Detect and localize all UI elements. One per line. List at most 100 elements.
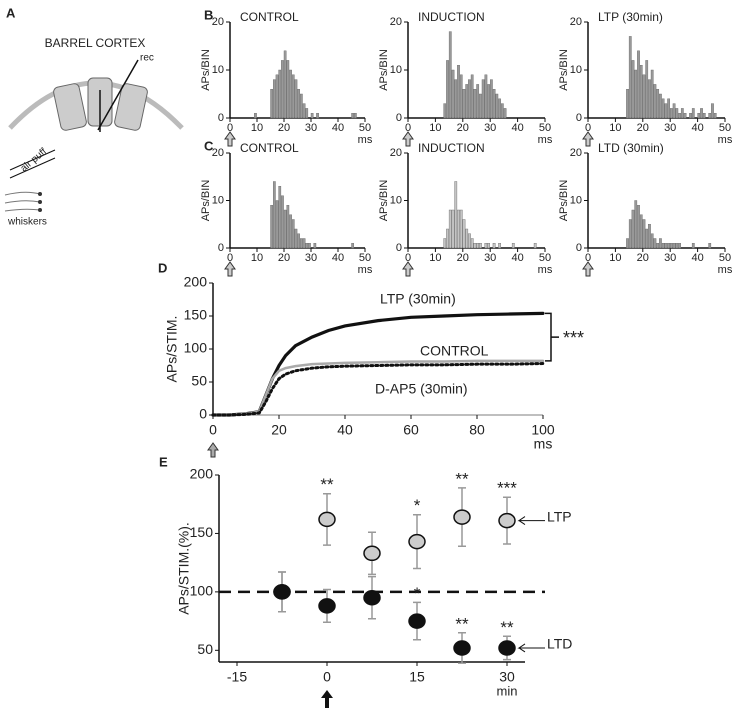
y-axis-label: APs/STIM.(%). — [176, 522, 192, 615]
bar — [470, 74, 474, 119]
x-tick-label: 10 — [609, 122, 621, 134]
bar — [454, 181, 458, 249]
x-tick-label: 10 — [429, 252, 441, 264]
bar — [664, 243, 668, 249]
bar — [286, 60, 290, 119]
bracket — [545, 312, 559, 362]
x-tick-label: 40 — [691, 122, 703, 134]
bar — [294, 79, 298, 119]
x-tick-label: 20 — [278, 252, 290, 264]
bar — [479, 93, 482, 119]
bar — [254, 112, 257, 119]
bar — [708, 112, 712, 119]
bar — [459, 74, 463, 119]
bar — [653, 84, 657, 119]
x-tick-label: 30 — [484, 122, 496, 134]
bar — [711, 103, 714, 119]
stimulus-arrow — [207, 442, 219, 458]
bar — [451, 69, 455, 119]
y-tick-label: 150 — [184, 307, 208, 323]
bar — [443, 103, 447, 119]
x-tick-label: 0 — [585, 122, 591, 134]
chart-title: LTD (30min) — [598, 141, 664, 155]
bar — [670, 243, 673, 249]
chart-title: INDUCTION — [418, 10, 485, 24]
stimulus-arrow — [224, 261, 236, 277]
bar — [661, 243, 665, 249]
y-axis-label: APs/BIN — [558, 49, 570, 91]
bar — [637, 205, 640, 249]
y-tick-label: 200 — [190, 466, 214, 482]
significance: *** — [497, 479, 517, 498]
label-arrow — [517, 643, 545, 653]
bar — [675, 243, 679, 249]
bar — [302, 238, 306, 249]
y-tick-label: 20 — [570, 16, 582, 28]
y-tick-label: 50 — [197, 641, 213, 657]
x-tick-label: 0 — [323, 669, 331, 685]
x-tick-label: 20 — [457, 252, 469, 264]
bar — [664, 103, 668, 119]
bar — [500, 103, 504, 119]
x-axis-label: ms — [718, 134, 733, 146]
bar — [294, 228, 298, 249]
x-tick-label: 30 — [664, 252, 676, 264]
bar — [642, 74, 646, 119]
bar — [697, 112, 701, 119]
bar — [462, 88, 466, 119]
bar — [648, 224, 651, 249]
bar — [300, 238, 303, 249]
bar — [308, 243, 311, 249]
bar — [713, 112, 717, 119]
x-tick-label: 50 — [539, 122, 551, 134]
bar — [297, 88, 300, 119]
panel-label: E — [159, 454, 168, 469]
x-tick-label: 50 — [359, 122, 371, 134]
x-tick-label: 30 — [305, 122, 317, 134]
y-tick-label: 0 — [218, 242, 224, 254]
significance: * — [414, 584, 421, 603]
bar — [459, 209, 463, 249]
bar — [283, 50, 287, 119]
y-tick-label: 0 — [218, 112, 224, 124]
bar — [702, 112, 706, 119]
bar — [672, 243, 676, 249]
chart-title: CONTROL — [240, 10, 299, 24]
bar — [645, 60, 649, 119]
marker — [453, 509, 471, 525]
annotation: *** — [563, 328, 584, 348]
y-tick-label: 20 — [390, 147, 402, 159]
bar — [470, 238, 474, 249]
whisker-tip — [38, 208, 42, 212]
y-tick-label: 50 — [191, 373, 207, 389]
bar — [533, 243, 537, 249]
y-tick-label: 10 — [212, 64, 224, 76]
series-label: D-AP5 (30min) — [375, 381, 468, 397]
x-axis-label: ms — [538, 264, 553, 276]
bar — [626, 238, 629, 249]
marker — [408, 533, 426, 550]
bar — [289, 69, 292, 119]
bar — [498, 98, 501, 119]
significance: * — [414, 496, 421, 515]
bar — [462, 219, 466, 249]
bar — [639, 214, 643, 249]
y-axis-label: APs/BIN — [378, 180, 390, 222]
line — [211, 362, 545, 417]
diagram-title: BARREL CORTEX — [45, 36, 146, 50]
bar — [667, 243, 671, 249]
bar — [708, 243, 712, 249]
x-tick-label: 0 — [585, 252, 591, 264]
bar — [650, 233, 654, 249]
chart-title: LTP (30min) — [598, 10, 663, 24]
y-tick-label: 10 — [390, 64, 402, 76]
bar — [631, 209, 635, 249]
bar — [503, 108, 507, 119]
bar — [487, 243, 490, 249]
bar — [476, 243, 480, 249]
y-axis-label: APs/BIN — [200, 180, 212, 222]
bar — [468, 79, 471, 119]
bar — [286, 205, 290, 249]
bar — [313, 243, 317, 249]
bar — [275, 200, 279, 249]
